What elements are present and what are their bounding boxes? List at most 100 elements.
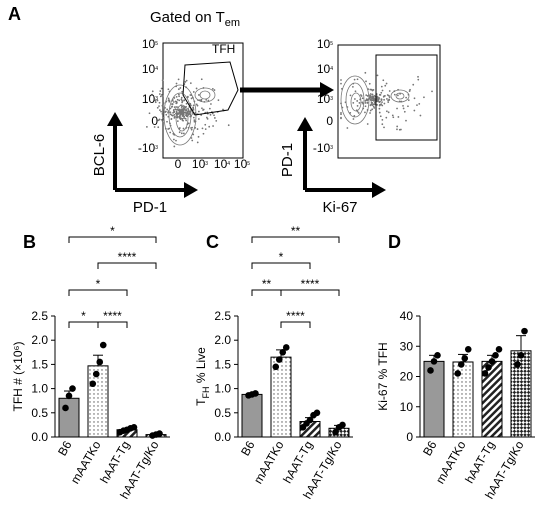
y-tick-label: 20	[400, 370, 414, 384]
event	[171, 105, 174, 108]
event	[393, 90, 396, 93]
contour	[340, 75, 370, 125]
tick-exp: 3	[155, 96, 158, 102]
bracket	[280, 321, 311, 328]
data-point	[69, 385, 76, 392]
event	[177, 88, 180, 91]
flow-tick-label: 105	[234, 157, 250, 171]
significance: ****	[118, 250, 137, 264]
event	[352, 118, 355, 120]
event	[360, 95, 363, 97]
event	[388, 99, 391, 101]
data-point	[427, 367, 434, 374]
event	[145, 125, 148, 128]
event	[203, 101, 206, 103]
event	[397, 94, 399, 97]
event	[402, 107, 405, 110]
event	[183, 117, 185, 120]
event	[148, 112, 151, 115]
event	[398, 100, 401, 103]
event	[197, 110, 200, 113]
event	[385, 110, 388, 113]
event	[160, 110, 162, 113]
event	[412, 83, 415, 86]
axis-label: PD-1	[133, 199, 167, 216]
event	[168, 90, 171, 93]
event	[151, 93, 153, 96]
event	[208, 125, 211, 128]
event	[181, 113, 184, 116]
event	[183, 99, 186, 102]
event	[383, 126, 385, 129]
event	[374, 103, 376, 106]
event	[369, 96, 372, 99]
tick-base: -10	[138, 141, 156, 155]
event	[166, 120, 168, 123]
event	[161, 112, 164, 115]
event	[407, 105, 409, 108]
event	[167, 97, 170, 100]
event	[175, 106, 178, 108]
event	[340, 112, 342, 114]
event	[369, 94, 372, 97]
event	[157, 119, 160, 122]
event	[402, 104, 404, 107]
event	[181, 109, 184, 112]
event	[364, 102, 367, 104]
event	[397, 116, 400, 118]
bracket	[251, 262, 311, 269]
contour	[350, 92, 362, 112]
event	[418, 102, 421, 105]
event	[349, 94, 352, 97]
event	[354, 90, 357, 93]
event	[359, 98, 362, 101]
event	[385, 82, 388, 85]
event	[173, 106, 176, 109]
event	[340, 113, 342, 116]
contour	[199, 90, 211, 100]
contour	[390, 89, 410, 103]
significance: *	[110, 224, 115, 238]
event	[187, 109, 190, 111]
tick-exp: 5	[155, 41, 158, 47]
event	[376, 97, 379, 100]
flow-tick-label: -103	[138, 141, 158, 155]
y-tick-label: 1.0	[214, 382, 231, 396]
event	[192, 107, 195, 110]
event	[393, 93, 396, 96]
flow-tick-label: 105	[317, 37, 333, 51]
event	[189, 82, 192, 85]
event	[170, 118, 173, 120]
tick-base: 0	[151, 114, 158, 128]
event	[383, 98, 385, 101]
event	[397, 88, 399, 91]
event	[175, 108, 178, 111]
axis-label: BCL-6	[91, 134, 108, 177]
tick-exp: 5	[247, 161, 250, 167]
event	[183, 105, 185, 108]
event	[185, 79, 188, 82]
event	[356, 104, 359, 107]
data-point	[485, 364, 492, 371]
bar	[510, 350, 532, 438]
event	[385, 116, 388, 119]
event	[185, 86, 188, 89]
y-tick-label: 30	[400, 339, 414, 353]
event	[200, 78, 203, 81]
tick-exp: 4	[330, 66, 333, 72]
event	[165, 113, 168, 116]
event	[196, 141, 199, 144]
bar	[241, 393, 263, 438]
event	[201, 107, 203, 110]
event	[352, 82, 355, 85]
event	[169, 131, 172, 134]
event	[153, 126, 156, 128]
arrow-head	[107, 112, 123, 126]
event	[167, 110, 170, 112]
event	[207, 99, 210, 102]
event	[161, 120, 164, 123]
bracket	[68, 289, 128, 296]
event	[202, 108, 205, 111]
x-tick-label: B6	[420, 438, 440, 458]
data-point	[62, 404, 69, 412]
